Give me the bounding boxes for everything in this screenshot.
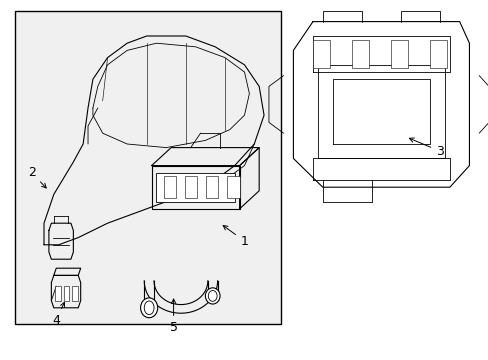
Text: 2: 2 [28, 166, 46, 188]
Bar [55, 286, 61, 301]
Bar [227, 176, 239, 198]
Text: 5: 5 [169, 299, 177, 334]
Bar [63, 286, 69, 301]
Bar [351, 40, 368, 68]
Bar [184, 176, 197, 198]
Ellipse shape [141, 298, 157, 318]
Bar [15, 11, 281, 324]
Bar [163, 176, 176, 198]
Ellipse shape [144, 301, 154, 315]
Ellipse shape [205, 288, 220, 304]
Bar [156, 173, 234, 202]
Text: 3: 3 [408, 138, 443, 158]
Bar [429, 40, 447, 68]
Text: 1: 1 [223, 225, 248, 248]
Bar [72, 286, 78, 301]
Bar [206, 176, 218, 198]
Text: 4: 4 [52, 302, 64, 327]
Ellipse shape [208, 291, 217, 301]
Bar [390, 40, 407, 68]
Bar [312, 40, 329, 68]
